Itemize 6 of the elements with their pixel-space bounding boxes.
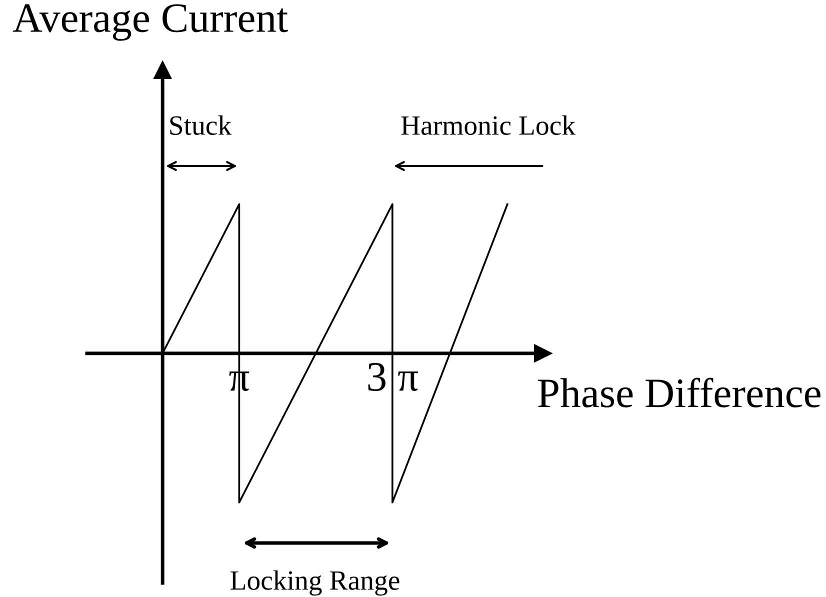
text: Locking Range	[230, 570, 400, 596]
x-tick-label: 3 π	[368, 363, 418, 391]
y-axis-title: Average Current	[12, 4, 288, 41]
x-axis-title: Phase Difference	[538, 378, 820, 408]
text: Harmonic Lock	[401, 115, 576, 135]
text: Stuck	[170, 115, 232, 135]
